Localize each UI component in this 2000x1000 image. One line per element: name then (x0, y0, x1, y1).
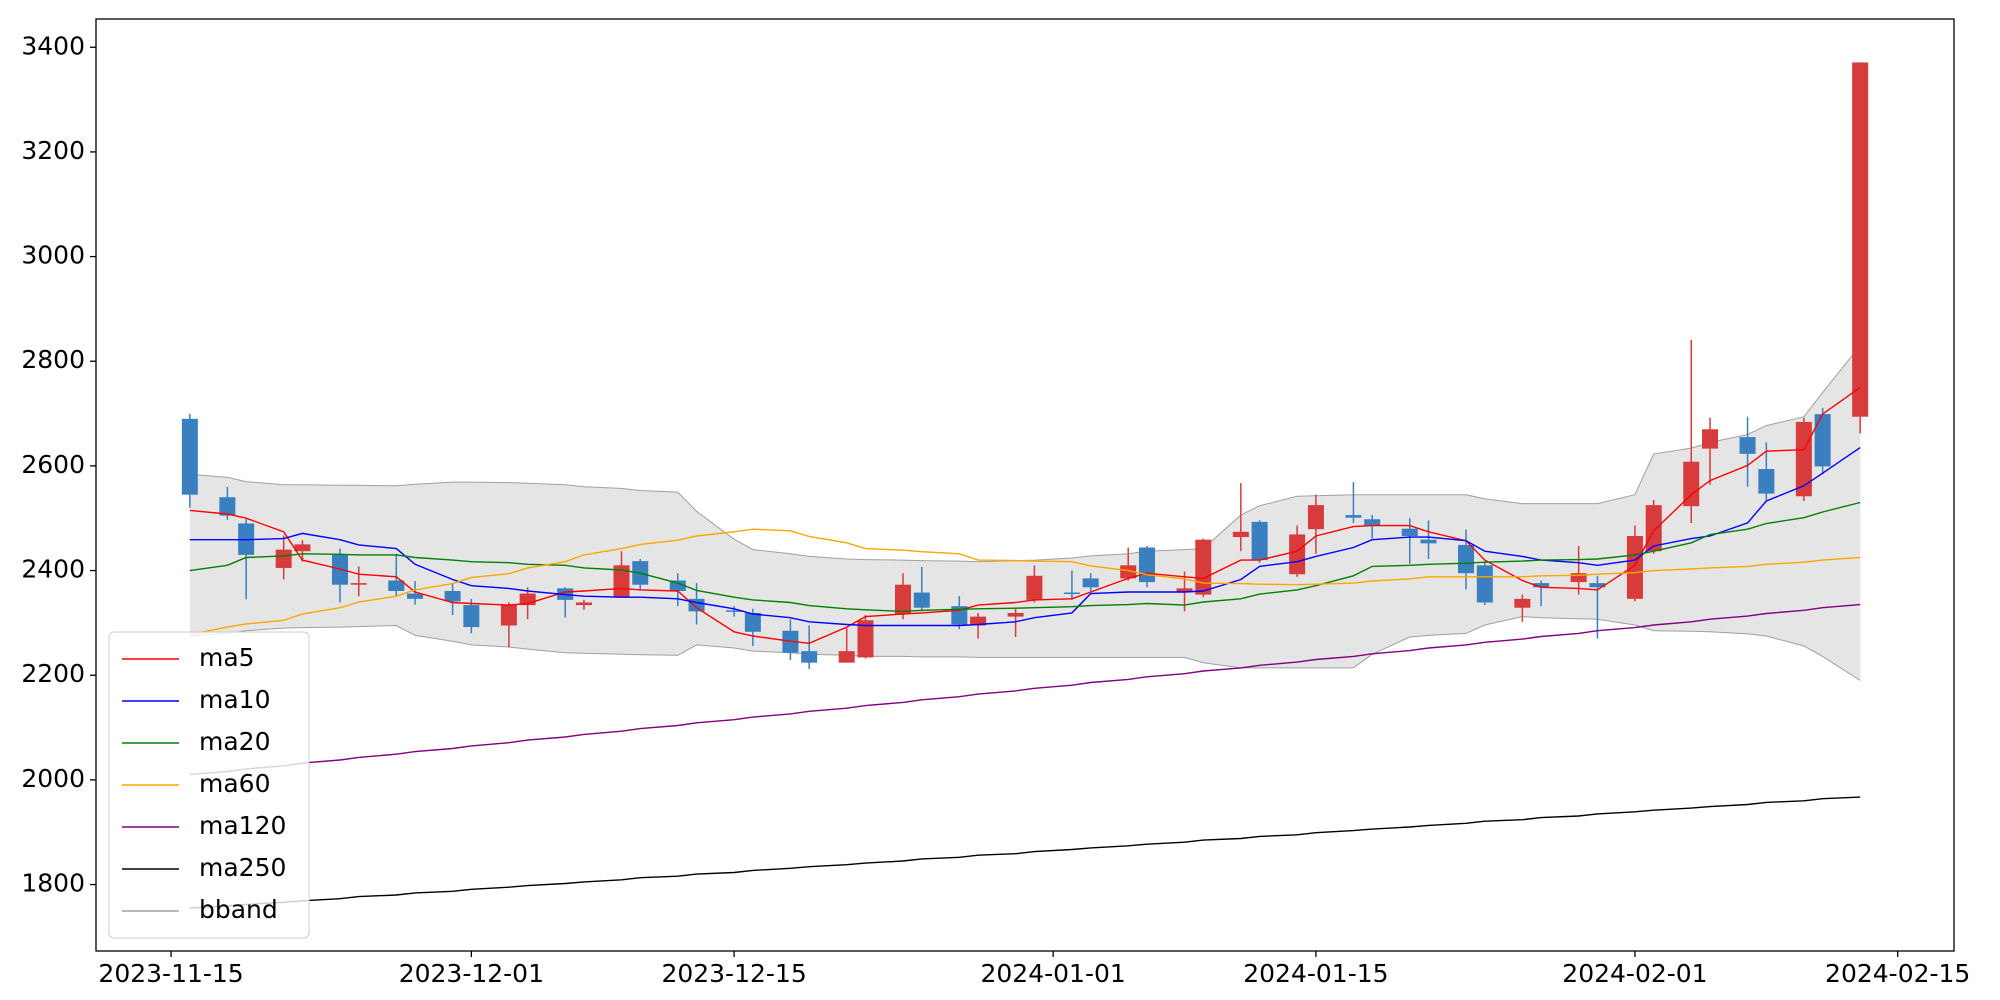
legend-frame (108, 631, 310, 939)
candle-body (1626, 536, 1643, 599)
candle-body (1176, 588, 1193, 593)
legend-label: ma250 (199, 853, 286, 882)
candle-body (1401, 528, 1418, 537)
x-tick-label: 2023-11-15 (98, 959, 243, 988)
candle-body (331, 554, 348, 585)
candle-body (1758, 469, 1775, 494)
candle-body (444, 590, 461, 602)
candle-body (388, 580, 405, 591)
candle-body (1307, 505, 1324, 530)
legend-label: ma10 (199, 685, 270, 714)
candle-body (1063, 592, 1080, 595)
candle-body (1589, 583, 1606, 588)
ma-line (189, 501, 1861, 613)
candle-body (519, 593, 536, 606)
candle-body (219, 497, 236, 516)
candle-body (744, 612, 761, 632)
y-tick-label: 3000 (21, 241, 85, 270)
candle-body (1120, 565, 1137, 579)
candle-body (1195, 539, 1212, 595)
candle-body (1458, 544, 1475, 574)
legend-label: ma60 (199, 769, 270, 798)
candle-body (913, 592, 930, 608)
candle-body (1082, 578, 1099, 588)
ma-line (189, 796, 1861, 909)
candle-body (970, 616, 987, 626)
x-tick-label: 2024-01-01 (981, 959, 1126, 988)
candle-body (294, 544, 311, 552)
y-tick-label: 2600 (21, 450, 85, 479)
x-tick-label: 2023-12-15 (661, 959, 806, 988)
x-tick-label: 2024-02-15 (1825, 959, 1970, 988)
candle-body (1795, 421, 1812, 497)
candle-body (1739, 437, 1756, 454)
y-tick-label: 2000 (21, 764, 85, 793)
x-tick-label: 2023-12-01 (399, 959, 544, 988)
candle-body (1289, 534, 1306, 575)
y-tick-label: 2400 (21, 555, 85, 584)
bband-lower (189, 616, 1861, 681)
legend-label: ma5 (199, 643, 255, 672)
candle-body (575, 602, 592, 606)
candle-body (1232, 531, 1249, 538)
y-tick-label: 2200 (21, 659, 85, 688)
candle-body (1476, 565, 1493, 603)
candle-body (669, 580, 686, 591)
y-tick-label: 2800 (21, 345, 85, 374)
candle-body (1570, 573, 1587, 583)
x-tick-label: 2024-02-01 (1562, 959, 1707, 988)
candle-body (1702, 429, 1719, 449)
candle-body (857, 620, 874, 658)
y-tick-label: 1800 (21, 869, 85, 898)
ma-line (189, 528, 1861, 636)
candle-body (350, 583, 367, 585)
candle-body (726, 610, 743, 612)
candle-body (275, 549, 292, 568)
candle-body (895, 584, 912, 614)
candle-body (838, 651, 855, 663)
candle-body (1026, 575, 1043, 600)
candle-body (1364, 519, 1381, 526)
candle-body (463, 605, 480, 628)
candle-body (1852, 62, 1869, 417)
ma-line (189, 603, 1861, 776)
candle-body (1007, 612, 1024, 617)
ma-line (189, 447, 1861, 627)
candle-body (1683, 461, 1700, 507)
ma-line (189, 386, 1861, 645)
plot-frame (95, 18, 1955, 952)
candle-body (1138, 547, 1155, 583)
candle-body (1514, 598, 1531, 608)
candle-body (1533, 583, 1550, 588)
candle-body (1645, 505, 1662, 552)
legend-label: ma120 (199, 811, 286, 840)
candle-body (1420, 539, 1437, 544)
candle-body (1251, 521, 1268, 561)
candle-body (1814, 414, 1831, 467)
candle-body (801, 651, 818, 663)
legend-label: bband (199, 895, 278, 924)
x-tick-label: 2024-01-15 (1243, 959, 1388, 988)
y-tick-label: 3200 (21, 136, 85, 165)
candle-body (407, 593, 424, 599)
legend-label: ma20 (199, 727, 270, 756)
candle-body (500, 605, 517, 626)
candle-body (181, 418, 198, 495)
candle-body (1345, 515, 1362, 518)
y-tick-label: 3400 (21, 31, 85, 60)
